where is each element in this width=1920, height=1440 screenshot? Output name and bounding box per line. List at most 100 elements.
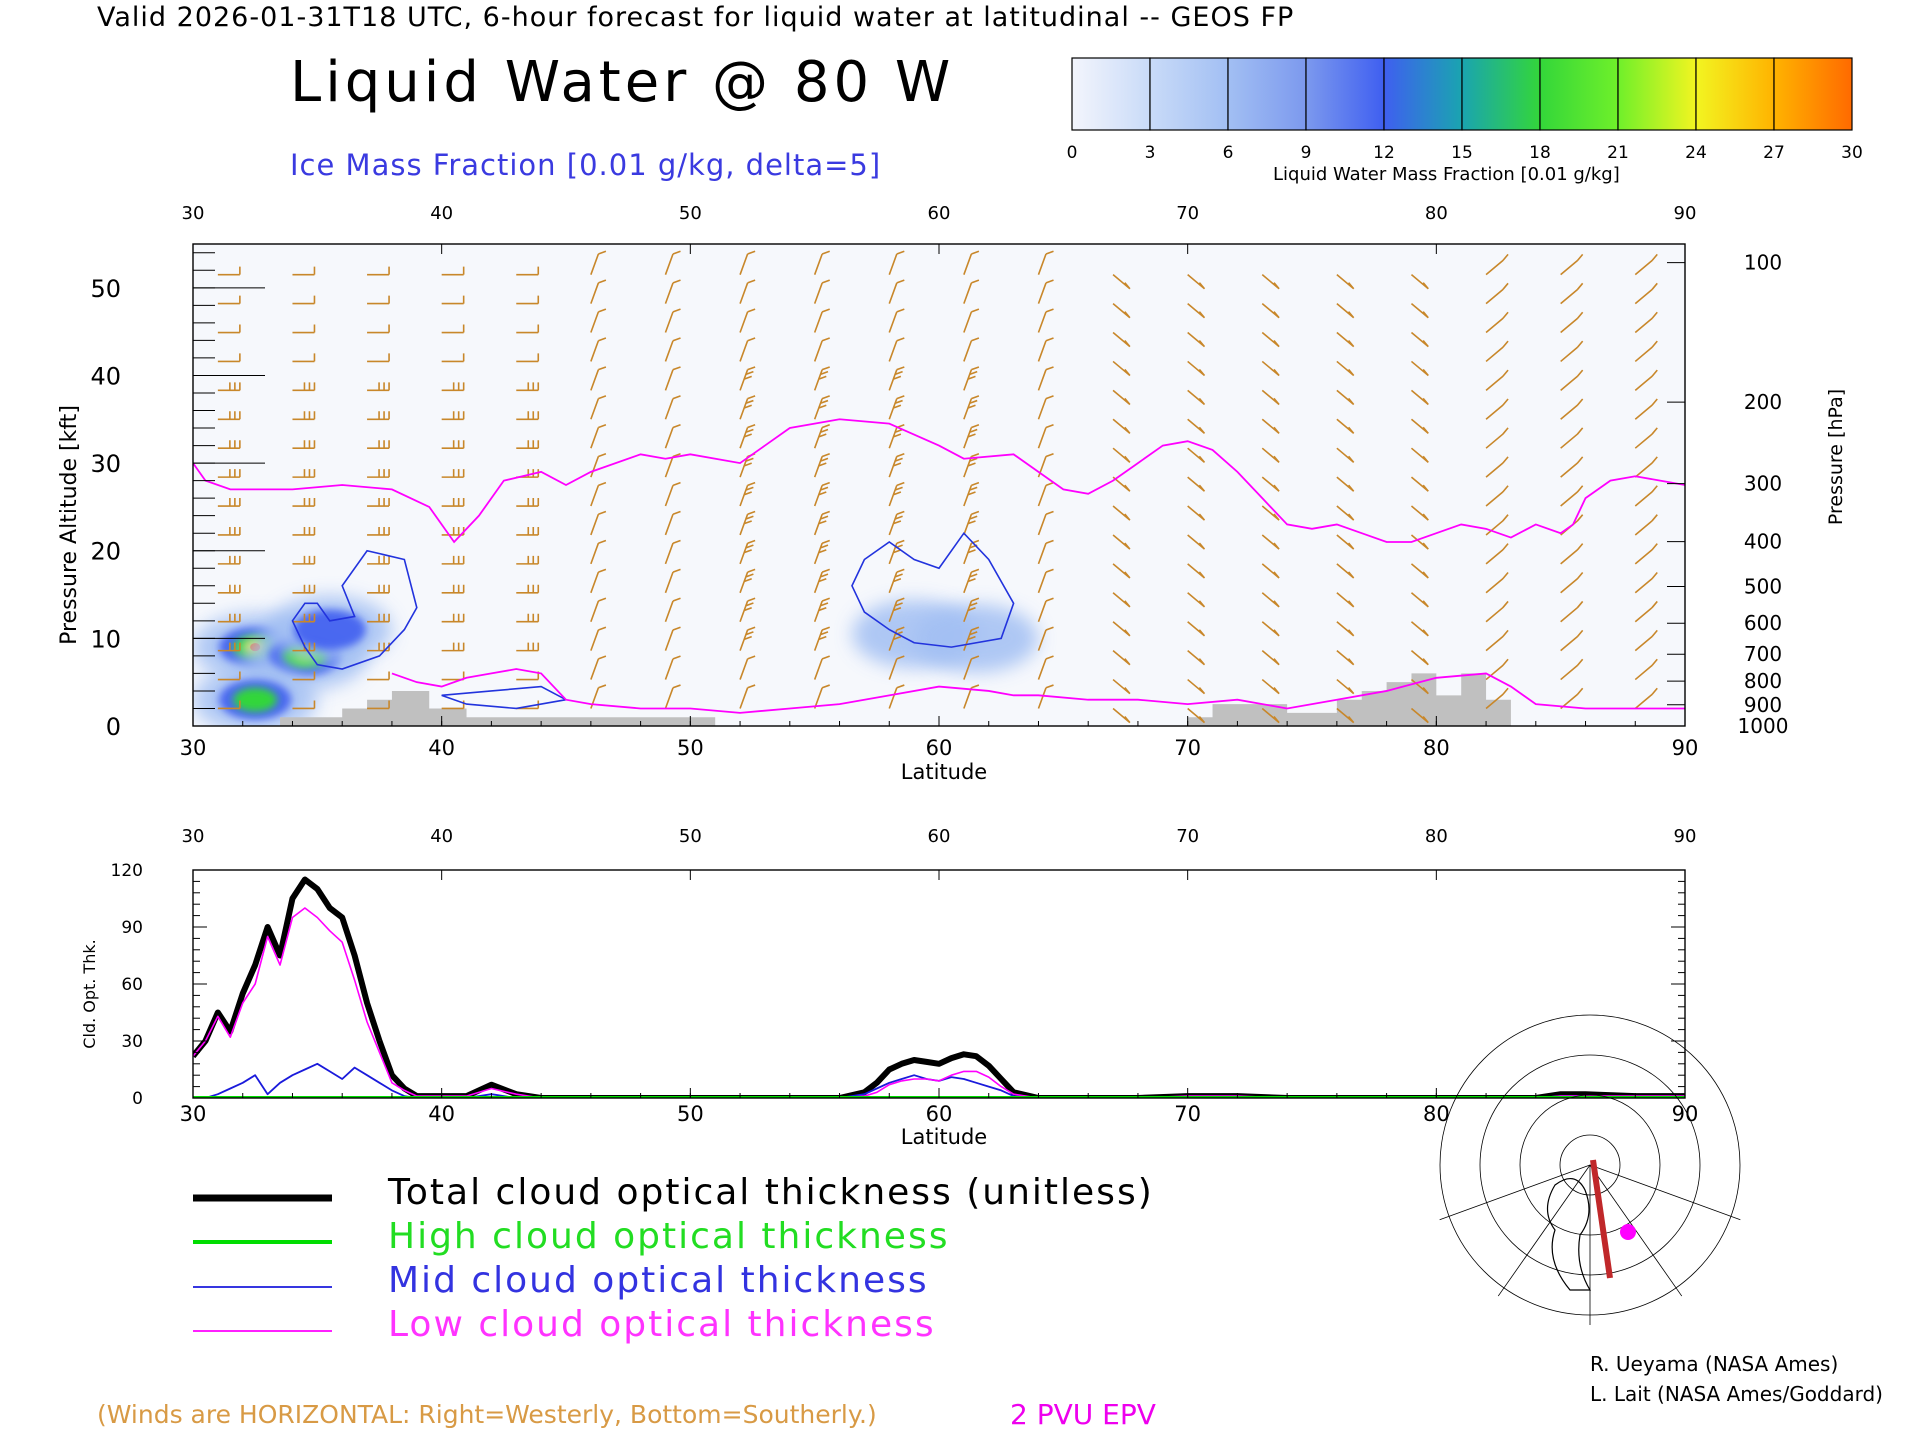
wind-barb	[963, 597, 980, 622]
colorbar-tick-label: 3	[1145, 143, 1156, 163]
wind-barb	[888, 539, 905, 565]
wind-barb	[590, 424, 607, 449]
wind-barb	[664, 481, 681, 507]
wind-barb	[1634, 398, 1658, 420]
top-x-tick-label: 40	[430, 203, 453, 224]
wind-barb	[813, 366, 830, 391]
wind-barb	[1112, 302, 1131, 319]
wind-barb	[1112, 274, 1131, 290]
wind-barb	[739, 250, 756, 275]
x-tick-label: 60	[926, 736, 953, 760]
wind-barb	[1187, 274, 1206, 290]
wind-barb	[1485, 658, 1509, 681]
wind-barb	[739, 366, 756, 391]
wind-barb	[292, 555, 316, 565]
wind-barb	[963, 337, 980, 362]
wind-barb	[1112, 650, 1131, 666]
wind-barb	[292, 498, 316, 507]
wind-barb	[1485, 456, 1509, 478]
y-tick-label: 120	[111, 861, 143, 881]
colorbar-segment	[1305, 57, 1385, 131]
wind-barb	[217, 526, 241, 536]
colorbar-segment	[1773, 57, 1853, 131]
wind-barb	[1261, 302, 1280, 319]
epv-low-line	[391, 668, 1685, 714]
wind-barb	[1485, 543, 1509, 565]
plot-content	[193, 876, 1685, 1098]
wind-barb	[1037, 597, 1054, 622]
x-tick-label: 70	[1174, 736, 1201, 760]
wind-barb	[1485, 369, 1509, 391]
wind-barb	[739, 279, 756, 304]
colorbar-segment	[1071, 57, 1151, 131]
wind-barb	[1261, 707, 1280, 724]
wind-barb	[1336, 360, 1355, 377]
wind-barb	[1261, 534, 1280, 550]
wind-barb	[739, 626, 756, 651]
wind-barb	[367, 324, 390, 334]
y-tick-label: 90	[121, 918, 143, 938]
wind-barb	[367, 440, 390, 449]
series-line	[193, 1062, 1685, 1098]
wind-barb	[1037, 279, 1054, 304]
wind-barb	[1261, 678, 1280, 695]
wind-barb	[1634, 282, 1658, 305]
wind-barb	[1634, 311, 1658, 334]
wind-barb	[367, 382, 390, 392]
wind-barb	[590, 308, 607, 333]
wind-barb	[292, 324, 316, 334]
wind-barb	[963, 308, 980, 333]
wind-barb	[590, 626, 607, 651]
colorbar-segment	[1617, 57, 1697, 131]
pressure-tick-label: 700	[1744, 642, 1782, 666]
winds-note: (Winds are HORIZONTAL: Right=Westerly, B…	[97, 1400, 877, 1429]
colorbar-segment	[1149, 57, 1229, 131]
colorbar-tick-label: 0	[1067, 143, 1078, 163]
x-tick-label: 60	[926, 1102, 953, 1126]
colorbar: 0 3 6 9 12 15 18 21 24 27 30	[1067, 57, 1863, 163]
wind-barb	[367, 353, 390, 363]
wind-barb	[963, 481, 980, 507]
wind-barb	[292, 266, 316, 276]
wind-barb	[1634, 687, 1658, 710]
ice-contour	[441, 685, 569, 710]
wind-barb	[1037, 366, 1054, 391]
wind-barb	[1485, 629, 1509, 652]
wind-barb	[739, 395, 756, 420]
colorbar-tick-label: 30	[1841, 143, 1863, 163]
epv-2pvu-line	[193, 418, 1685, 544]
wind-barb	[1037, 395, 1054, 420]
wind-barb	[1187, 505, 1206, 521]
wind-barb	[441, 266, 465, 276]
optical-thickness-panel: 30 30 40 40 50 50 60 60 70 70 80 80 90 90 Latitude 0 30 6…	[80, 826, 1698, 1149]
meridian	[1589, 1164, 1683, 1297]
colorbar-segment	[1383, 57, 1463, 131]
wind-barb	[516, 382, 540, 392]
wind-barb	[664, 597, 681, 622]
colorbar-tick-label: 12	[1373, 143, 1395, 163]
wind-barb	[516, 295, 540, 305]
wind-barb	[1560, 311, 1584, 334]
wind-barb	[292, 700, 316, 710]
pressure-tick-label: 1000	[1738, 714, 1789, 738]
wind-barb	[1037, 308, 1054, 333]
wind-barb	[590, 452, 607, 478]
wind-barb	[1037, 655, 1054, 680]
wind-barb	[217, 266, 241, 276]
colorbar-segment	[1695, 57, 1775, 131]
wind-barb	[739, 337, 756, 362]
wind-barb	[888, 568, 905, 594]
wind-barb	[1634, 658, 1658, 681]
wind-barb	[963, 250, 980, 275]
wind-barb	[1634, 427, 1658, 449]
wind-barb	[217, 555, 241, 565]
wind-barb	[1560, 398, 1584, 420]
wind-barb	[1485, 572, 1509, 594]
wind-barb	[664, 510, 681, 536]
wind-barb	[1037, 424, 1054, 449]
top-x-tick-label: 30	[182, 826, 205, 847]
wind-barb	[1187, 418, 1206, 435]
credit-line-1: R. Ueyama (NASA Ames)	[1590, 1352, 1839, 1376]
wind-barb	[1485, 398, 1509, 420]
